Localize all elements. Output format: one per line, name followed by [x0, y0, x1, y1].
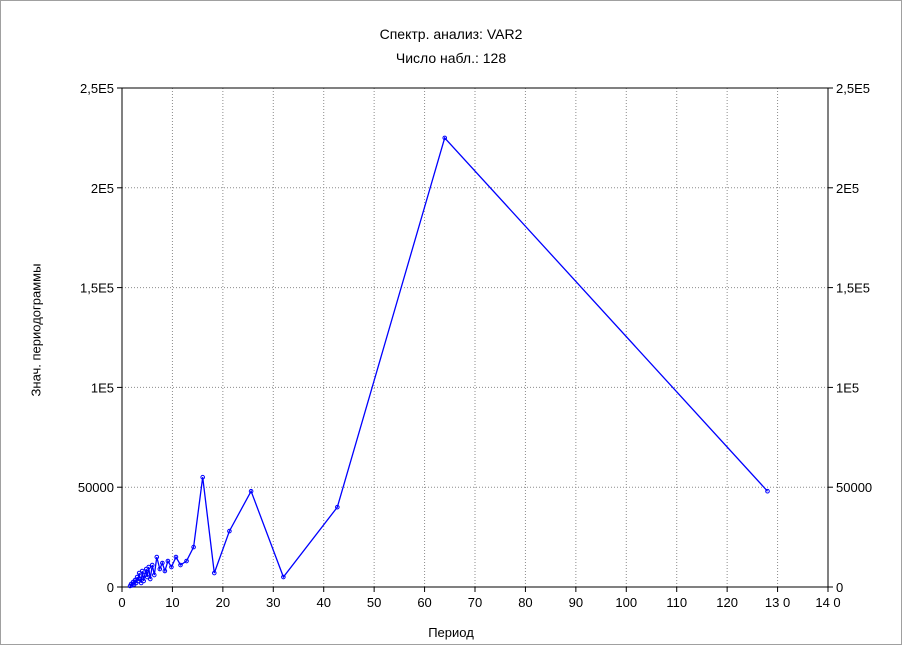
grid-lines [122, 88, 828, 587]
y-tick-label-right: 0 [836, 580, 843, 595]
y-tick-label-left: 1E5 [91, 380, 114, 395]
y-tick-label-left: 0 [107, 580, 114, 595]
y-tick-label-left: 1,5E5 [80, 281, 114, 296]
x-tick-label: 50 [367, 595, 381, 610]
x-tick-label: 14 0 [815, 595, 840, 610]
y-axis-ticks-left: 0 50000 1E5 1,5E5 2E5 2,5E5 [78, 81, 122, 595]
x-tick-label: 90 [569, 595, 583, 610]
y-tick-label-right: 1E5 [836, 380, 859, 395]
x-tick-label: 13 0 [765, 595, 790, 610]
y-axis-ticks-right: 0 50000 1E5 1,5E5 2E5 2,5E5 [828, 81, 872, 595]
x-tick-label: 60 [417, 595, 431, 610]
series-line [130, 138, 767, 586]
x-tick-label: 10 [165, 595, 179, 610]
x-tick-label: 70 [468, 595, 482, 610]
y-tick-label-left: 2,5E5 [80, 81, 114, 96]
series-points [128, 136, 769, 588]
x-axis-ticks: 0 10 20 30 40 50 60 70 80 90 100 110 120 13 0 14 0 [118, 587, 840, 610]
y-tick-label-right: 2,5E5 [836, 81, 870, 96]
x-tick-label: 40 [316, 595, 330, 610]
x-tick-label: 30 [266, 595, 280, 610]
x-tick-label: 80 [518, 595, 532, 610]
y-tick-label-left: 50000 [78, 480, 114, 495]
x-tick-label: 100 [615, 595, 637, 610]
x-tick-label: 110 [666, 595, 687, 610]
y-tick-label-right: 50000 [836, 480, 872, 495]
y-tick-label-right: 2E5 [836, 181, 859, 196]
x-tick-label: 20 [216, 595, 230, 610]
x-tick-label: 120 [716, 595, 738, 610]
x-tick-label: 0 [118, 595, 125, 610]
y-tick-label-left: 2E5 [91, 181, 114, 196]
y-tick-label-right: 1,5E5 [836, 281, 870, 296]
